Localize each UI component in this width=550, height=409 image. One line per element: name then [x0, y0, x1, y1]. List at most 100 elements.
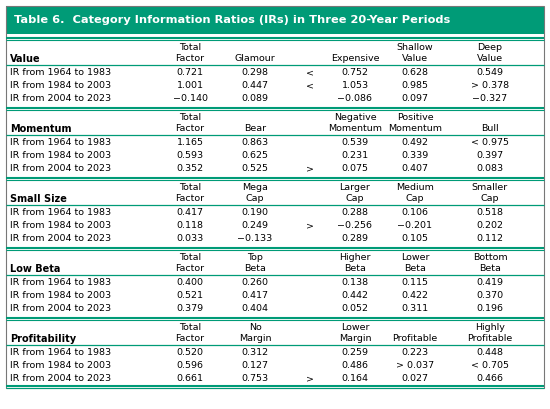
Text: Momentum: Momentum	[388, 124, 442, 133]
Text: 0.052: 0.052	[342, 304, 369, 313]
Text: 0.661: 0.661	[177, 374, 204, 383]
Text: Beta: Beta	[404, 264, 426, 273]
Text: Total: Total	[179, 113, 201, 122]
Text: Factor: Factor	[175, 54, 205, 63]
Text: Profitability: Profitability	[10, 334, 76, 344]
Text: Total: Total	[179, 323, 201, 332]
Text: IR from 1984 to 2003: IR from 1984 to 2003	[10, 151, 111, 160]
Text: IR from 2004 to 2023: IR from 2004 to 2023	[10, 94, 111, 103]
Text: IR from 1984 to 2003: IR from 1984 to 2003	[10, 81, 111, 90]
Text: 0.097: 0.097	[402, 94, 428, 103]
Text: Deep: Deep	[477, 43, 503, 52]
Text: Top: Top	[247, 253, 263, 262]
Text: 0.312: 0.312	[241, 348, 268, 357]
Text: IR from 1984 to 2003: IR from 1984 to 2003	[10, 221, 111, 230]
Text: 0.027: 0.027	[402, 374, 428, 383]
Text: 0.196: 0.196	[476, 304, 503, 313]
Text: 0.083: 0.083	[476, 164, 504, 173]
Text: Cap: Cap	[246, 194, 264, 203]
Text: 0.752: 0.752	[342, 68, 369, 77]
Text: IR from 1984 to 2003: IR from 1984 to 2003	[10, 361, 111, 370]
Text: 0.593: 0.593	[177, 151, 204, 160]
Text: 0.397: 0.397	[476, 151, 504, 160]
Text: 0.466: 0.466	[476, 374, 503, 383]
Text: 0.447: 0.447	[241, 81, 268, 90]
Text: Factor: Factor	[175, 264, 205, 273]
Text: >: >	[306, 221, 314, 230]
Text: Lower: Lower	[401, 253, 429, 262]
Text: 0.127: 0.127	[241, 361, 268, 370]
Text: 1.001: 1.001	[177, 81, 204, 90]
Text: Highly: Highly	[475, 323, 505, 332]
Text: > 0.378: > 0.378	[471, 81, 509, 90]
Text: Margin: Margin	[239, 334, 271, 343]
Text: 0.518: 0.518	[476, 208, 503, 217]
Text: −0.201: −0.201	[398, 221, 432, 230]
Text: Total: Total	[179, 253, 201, 262]
Text: IR from 1964 to 1983: IR from 1964 to 1983	[10, 348, 111, 357]
Text: 0.753: 0.753	[241, 374, 268, 383]
Text: 0.115: 0.115	[402, 278, 428, 287]
Text: Momentum: Momentum	[328, 124, 382, 133]
Text: 0.596: 0.596	[177, 361, 204, 370]
Text: Bull: Bull	[481, 124, 499, 133]
Text: 0.486: 0.486	[342, 361, 369, 370]
Text: Beta: Beta	[244, 264, 266, 273]
Text: Mega: Mega	[242, 183, 268, 192]
Text: −0.256: −0.256	[338, 221, 372, 230]
Text: 0.985: 0.985	[402, 81, 428, 90]
Text: 0.379: 0.379	[177, 304, 204, 313]
Text: 0.400: 0.400	[177, 278, 204, 287]
Text: 0.352: 0.352	[177, 164, 204, 173]
Text: 1.053: 1.053	[342, 81, 369, 90]
Text: 0.625: 0.625	[241, 151, 268, 160]
Text: IR from 1964 to 1983: IR from 1964 to 1983	[10, 138, 111, 147]
Text: 0.118: 0.118	[177, 221, 204, 230]
Text: Shallow: Shallow	[397, 43, 433, 52]
Text: IR from 1964 to 1983: IR from 1964 to 1983	[10, 208, 111, 217]
Text: Positive: Positive	[397, 113, 433, 122]
Text: Factor: Factor	[175, 124, 205, 133]
Text: < 0.975: < 0.975	[471, 138, 509, 147]
Text: 0.520: 0.520	[177, 348, 204, 357]
Text: Beta: Beta	[344, 264, 366, 273]
Text: 0.164: 0.164	[342, 374, 369, 383]
Text: 0.628: 0.628	[402, 68, 428, 77]
Text: 0.260: 0.260	[241, 278, 268, 287]
Text: 0.525: 0.525	[241, 164, 268, 173]
Text: 0.863: 0.863	[241, 138, 268, 147]
Text: Table 6.  Category Information Ratios (IRs) in Three 20-Year Periods: Table 6. Category Information Ratios (IR…	[14, 15, 450, 25]
Text: 0.105: 0.105	[402, 234, 428, 243]
Text: Cap: Cap	[346, 194, 364, 203]
FancyBboxPatch shape	[6, 6, 544, 34]
Text: 0.417: 0.417	[177, 208, 204, 217]
Text: 0.190: 0.190	[241, 208, 268, 217]
Text: 0.404: 0.404	[241, 304, 268, 313]
Text: 0.231: 0.231	[342, 151, 369, 160]
Text: Margin: Margin	[339, 334, 371, 343]
Text: > 0.037: > 0.037	[396, 361, 434, 370]
Text: IR from 1984 to 2003: IR from 1984 to 2003	[10, 291, 111, 300]
Text: <: <	[306, 68, 314, 77]
Text: >: >	[306, 374, 314, 383]
Text: 0.422: 0.422	[402, 291, 428, 300]
Text: IR from 2004 to 2023: IR from 2004 to 2023	[10, 164, 111, 173]
Text: 0.417: 0.417	[241, 291, 268, 300]
Text: 0.407: 0.407	[402, 164, 428, 173]
Text: IR from 2004 to 2023: IR from 2004 to 2023	[10, 304, 111, 313]
Text: 0.442: 0.442	[342, 291, 369, 300]
Text: 0.106: 0.106	[402, 208, 428, 217]
Text: < 0.705: < 0.705	[471, 361, 509, 370]
Text: Momentum: Momentum	[10, 124, 72, 134]
Text: −0.133: −0.133	[238, 234, 273, 243]
Text: 0.521: 0.521	[177, 291, 204, 300]
Text: 0.539: 0.539	[342, 138, 369, 147]
Text: Cap: Cap	[481, 194, 499, 203]
Text: IR from 1964 to 1983: IR from 1964 to 1983	[10, 68, 111, 77]
Text: Small Size: Small Size	[10, 194, 67, 204]
Text: −0.140: −0.140	[173, 94, 207, 103]
Text: 0.112: 0.112	[476, 234, 503, 243]
Text: No: No	[249, 323, 261, 332]
Text: 0.249: 0.249	[241, 221, 268, 230]
Text: −0.327: −0.327	[472, 94, 508, 103]
